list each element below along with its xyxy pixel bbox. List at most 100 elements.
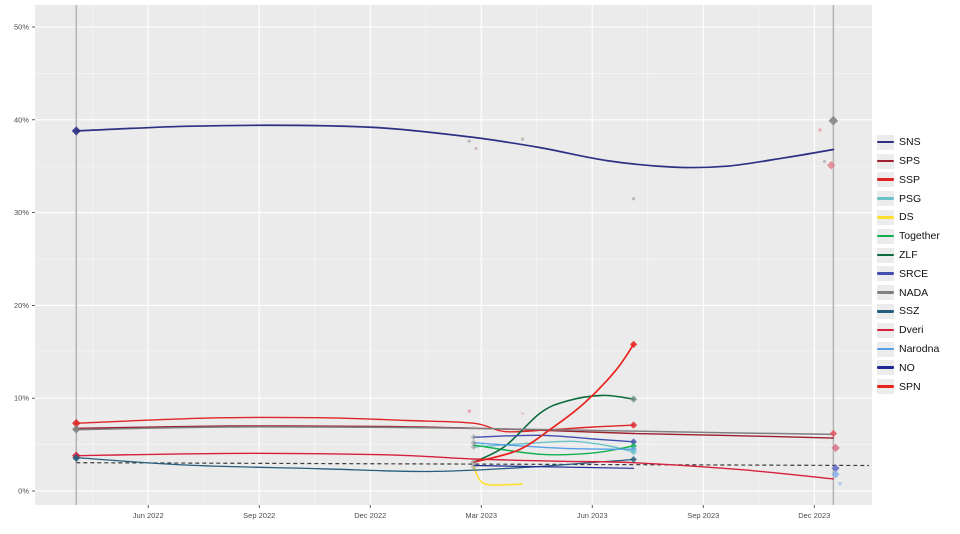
legend-item-nada: NADA: [877, 283, 960, 302]
series-line-srce: [473, 434, 635, 443]
result-diamond-point: [831, 443, 840, 453]
legend-item-label: SSZ: [899, 305, 920, 318]
legend-line-swatch-icon: [877, 159, 894, 163]
y-tick-label: 0%: [18, 486, 29, 495]
legend-item-label: Together: [899, 230, 940, 243]
result-diamond-point: [831, 464, 840, 473]
legend-line-swatch-icon: [877, 216, 894, 219]
legend-line-swatch-icon: [877, 366, 894, 370]
legend-line-swatch-icon: [877, 178, 894, 182]
x-tick-label: Jun 2023: [577, 511, 608, 520]
result-diamond-point: [828, 115, 839, 126]
series-line-narodna: [473, 442, 635, 450]
legend-key-icon: [877, 153, 894, 169]
legend-item-label: SPS: [899, 154, 921, 167]
grid-major: [35, 5, 872, 505]
legend-key-icon: [877, 228, 894, 244]
poll-point: [481, 443, 485, 447]
legend-item-label: SRCE: [899, 267, 929, 280]
x-tick-label: Dec 2022: [354, 511, 386, 520]
series-line-nada: [75, 426, 835, 436]
legend-item-sps: SPS: [877, 152, 960, 171]
y-tick-label: 30%: [14, 208, 29, 217]
axis-tick-marks: [32, 26, 815, 508]
series-lines: [75, 124, 869, 486]
result-diamond-point: [470, 439, 477, 446]
y-tick-label: 20%: [14, 301, 29, 310]
legend-item-label: NO: [899, 361, 915, 374]
legend-item-psg: PSG: [877, 189, 960, 208]
result-diamond-point: [470, 458, 478, 466]
poll-point: [520, 137, 525, 141]
legend-item-no: NO: [877, 359, 960, 378]
legend-item-label: SSP: [899, 173, 921, 186]
result-diamond-point: [72, 419, 81, 428]
result-diamond-point: [470, 443, 477, 451]
legend-item-ds: DS: [877, 208, 960, 227]
poll-point: [467, 409, 471, 413]
legend-key-icon: [877, 172, 894, 188]
result-diamond-point: [829, 429, 838, 438]
legend-key-icon: [877, 379, 894, 395]
legend-item-label: ZLF: [899, 248, 918, 261]
legend-item-spn: SPN: [877, 377, 960, 396]
legend-item-srce: SRCE: [877, 265, 960, 284]
x-tick-label: Dec 2023: [798, 511, 830, 520]
poll-point: [818, 128, 822, 132]
legend-line-swatch-icon: [877, 234, 894, 238]
x-tick-label: Jun 2022: [133, 511, 164, 520]
legend-line-swatch-icon: [877, 272, 894, 276]
legend-item-ssp: SSP: [877, 171, 960, 190]
grid-minor: [35, 5, 872, 505]
result-diamond-point: [71, 126, 81, 136]
x-tick-label: Sep 2022: [243, 511, 275, 520]
poll-point: [474, 147, 478, 151]
legend-line-swatch-icon: [877, 197, 894, 200]
legend-item-label: PSG: [899, 192, 922, 205]
poll-point: [838, 481, 842, 486]
poll-point: [472, 426, 476, 430]
result-diamond-point: [470, 434, 477, 441]
legend-item-sns: SNS: [877, 133, 960, 152]
poll-point: [631, 196, 636, 201]
legend-line-swatch-icon: [877, 328, 894, 332]
legend-line-swatch-icon: [877, 347, 894, 351]
poll-point: [822, 159, 827, 164]
result-diamond-point: [470, 463, 477, 470]
result-diamond-point: [629, 421, 638, 429]
series-line-dveri: [75, 452, 835, 480]
poll-point: [521, 412, 525, 416]
legend-line-swatch-icon: [877, 253, 894, 257]
series-line-ssz: [75, 456, 635, 473]
legend-item-narodna: Narodna: [877, 340, 960, 359]
legend-key-icon: [877, 247, 894, 263]
legend-item-zlf: ZLF: [877, 246, 960, 265]
result-diamond-point: [629, 340, 638, 349]
legend-key-icon: [877, 360, 894, 376]
plot-panel: [35, 5, 872, 505]
series-line-psg: [473, 440, 635, 453]
y-tick-label: 40%: [14, 115, 29, 124]
legend-item-label: SPN: [899, 380, 921, 393]
series-line-sns: [75, 124, 835, 169]
legend-key-icon: [877, 134, 894, 150]
legend-item-label: Narodna: [899, 342, 940, 355]
series-line-ds: [472, 466, 524, 486]
legend-key-icon: [877, 341, 894, 357]
legend-item-label: NADA: [899, 286, 929, 299]
y-tick-label: 10%: [14, 394, 29, 403]
poll-point: [467, 139, 471, 143]
legend-key-icon: [877, 191, 894, 207]
series-line-ssp: [75, 416, 635, 433]
legend-item-label: Dveri: [899, 324, 924, 337]
legend-item-label: DS: [899, 211, 914, 224]
series-line-zlf: [472, 394, 635, 463]
legend-key-icon: [877, 322, 894, 338]
legend-item-together: Together: [877, 227, 960, 246]
legend-line-swatch-icon: [877, 310, 894, 313]
legend-line-swatch-icon: [877, 385, 894, 388]
legend-key-icon: [877, 210, 894, 226]
legend-line-swatch-icon: [877, 291, 894, 294]
legend-line-swatch-icon: [877, 140, 894, 144]
